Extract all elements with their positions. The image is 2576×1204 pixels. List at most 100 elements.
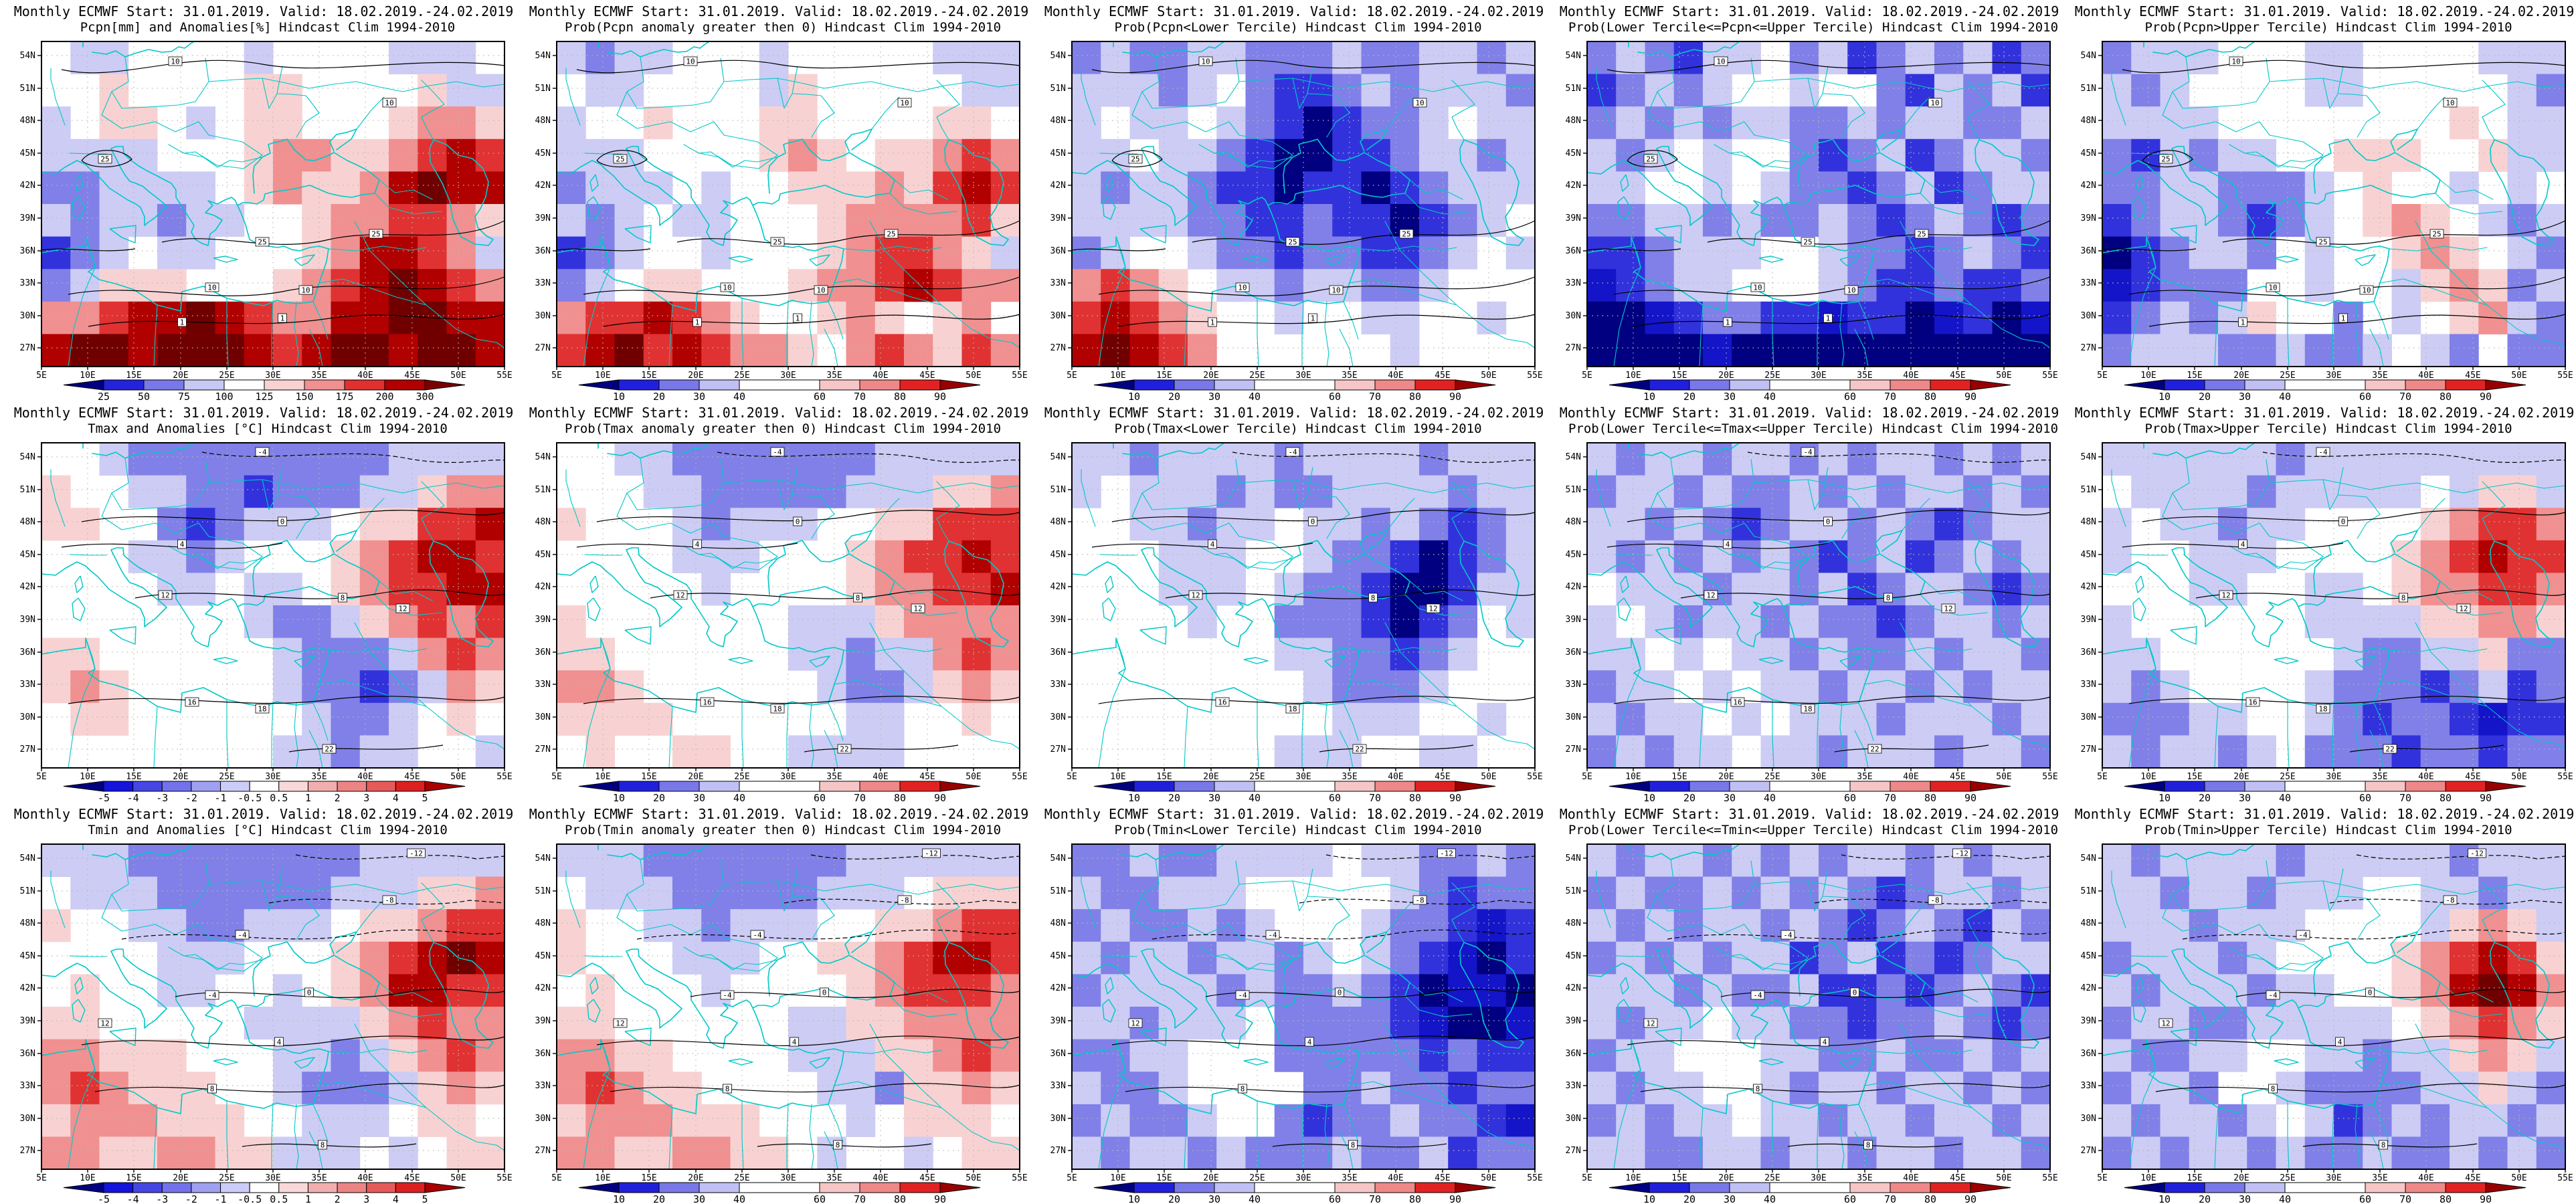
- contour-label-box: [1412, 98, 1427, 108]
- contour-label: 22: [1870, 745, 1879, 754]
- contour-label-box: [205, 990, 219, 1000]
- contour-label: 0: [2368, 989, 2373, 997]
- contour-label: -12: [2470, 849, 2484, 858]
- contour-labels: -12 -8 -4 0 -4 4 12 8 8: [1643, 848, 1971, 1150]
- colorbar-segment: [1374, 379, 1416, 391]
- colorbar-tick-label: 90: [2480, 391, 2492, 401]
- contour-labels: 10 10 25 25 25 10 10 1 1: [98, 56, 397, 327]
- contour-label-box: [1329, 285, 1344, 295]
- lat-tick-label: 27N: [20, 343, 35, 353]
- colorbar-arrow-left: [2124, 781, 2165, 792]
- lat-tick-label: 48N: [1566, 517, 1581, 527]
- colorbar-tick-label: 30: [1208, 391, 1220, 401]
- colorbar-segment: [366, 781, 396, 792]
- contour-label: 12: [100, 1019, 109, 1028]
- lon-tick-label: 45E: [919, 772, 935, 782]
- lon-axis: 5E 10E 15E 20E 25E 30E 35E 40E 45E 50E 55E: [1582, 768, 2058, 782]
- lon-tick-label: 15E: [641, 371, 656, 381]
- lat-tick-label: 39N: [1566, 1016, 1581, 1026]
- lat-tick-label: 48N: [1566, 918, 1581, 928]
- contour-label: 0: [796, 518, 800, 526]
- contour-label-box: [814, 285, 828, 295]
- map-r1c4: 10 10 25 25 25 10 10 1 1 54N 51N 48N 45N 42N 39N 36N 33N…: [1566, 41, 2058, 381]
- contour-label-box: [1188, 590, 1203, 600]
- lon-tick-label: 35E: [1857, 1173, 1872, 1183]
- lon-tick-label: 30E: [2326, 371, 2341, 381]
- lat-tick-label: 51N: [1566, 886, 1581, 896]
- lat-tick-label: 39N: [1566, 615, 1581, 625]
- lat-tick-label: 33N: [535, 278, 551, 288]
- contour-label-box: [683, 56, 698, 66]
- contour-label: -4: [1238, 991, 1247, 1000]
- contour-labels: 10 10 25 25 25 10 10 1 1: [1643, 56, 1942, 327]
- contour-label-box: [407, 848, 426, 858]
- contour-label-box: [177, 539, 187, 549]
- contour-label: 18: [1288, 705, 1297, 714]
- lon-axis: 5E 10E 15E 20E 25E 30E 35E 40E 45E 50E 55E: [1067, 1169, 1543, 1183]
- lat-tick-label: 54N: [1050, 854, 1066, 864]
- lon-tick-label: 50E: [1481, 1173, 1496, 1183]
- contour-label-box: [1750, 990, 1765, 1000]
- lon-tick-label: 45E: [404, 1173, 420, 1183]
- contour-label: 12: [2161, 1019, 2170, 1028]
- contour-label: 0: [1311, 518, 1315, 526]
- forecast-panel-r3c3: Monthly ECMWF Start: 31.01.2019. Valid: …: [1030, 803, 1546, 1204]
- contour-label-box: [1643, 1018, 1658, 1028]
- contour-label: -4: [1803, 448, 1813, 457]
- contour-label-box: [693, 539, 702, 549]
- lat-tick-label: 42N: [1050, 582, 1066, 592]
- lat-tick-label: 27N: [2081, 744, 2096, 755]
- contour-label-box: [1208, 539, 1217, 549]
- contour-label: -12: [1440, 849, 1453, 858]
- contour-label-box: [793, 516, 802, 526]
- colorbar-prob: 10 20 30 40 60 70 80 90: [2124, 379, 2526, 401]
- panel-svg-r1c4: Monthly ECMWF Start: 31.01.2019. Valid: …: [1560, 3, 2061, 401]
- lon-tick-label: 55E: [1012, 371, 1027, 381]
- colorbar-tick-label: 90: [2480, 792, 2492, 803]
- lon-tick-label: 25E: [2280, 1173, 2295, 1183]
- colorbar-tick-label: 80: [1924, 391, 1936, 401]
- colorbar-tick-label: 10: [1128, 792, 1140, 803]
- panel-subtitle: Prob(Tmax anomaly greater then 0) Hindca…: [565, 421, 1001, 436]
- lat-tick-label: 27N: [1050, 1146, 1066, 1156]
- lon-tick-label: 10E: [1110, 371, 1125, 381]
- contour-label: 0: [1853, 989, 1857, 997]
- contour-label-box: [1368, 593, 1378, 603]
- contour-label-box: [1399, 229, 1414, 239]
- contour-label: -12: [409, 849, 423, 858]
- contour-label-box: [1238, 1084, 1247, 1094]
- lat-tick-label: 54N: [1566, 51, 1581, 61]
- lat-tick-label: 30N: [1566, 712, 1581, 722]
- lon-tick-label: 25E: [1249, 772, 1265, 782]
- panel-svg-r3c4: Monthly ECMWF Start: 31.01.2019. Valid: …: [1560, 806, 2061, 1204]
- colorbar-segment: [2405, 1182, 2446, 1193]
- colorbar-arrow-right: [2485, 781, 2526, 792]
- contour-label: 12: [676, 591, 684, 600]
- colorbar-tick-label: 60: [1844, 1193, 1856, 1204]
- lon-tick-label: 40E: [357, 1173, 373, 1183]
- contour-label: 8: [1351, 1141, 1356, 1150]
- panel-title: Monthly ECMWF Start: 31.01.2019. Valid: …: [529, 3, 1030, 19]
- colorbar-pcpn: 25 50 75 100 125 150 175 200 300: [63, 379, 466, 401]
- contour-label-box: [2238, 317, 2247, 327]
- lat-tick-label: 42N: [20, 181, 35, 191]
- lat-tick-label: 42N: [2081, 582, 2096, 592]
- colorbar-tick-label: 40: [1249, 391, 1261, 401]
- colorbar-segment: [278, 1182, 308, 1193]
- colorbar-segment: [1414, 1182, 1456, 1193]
- contour-label-box: [185, 697, 199, 707]
- contour-label: 12: [1944, 605, 1952, 613]
- lat-axis: 54N 51N 48N 45N 42N 39N 36N 33N 30N 27N: [1050, 854, 1072, 1156]
- contour-label: 12: [398, 605, 407, 613]
- lon-tick-label: 15E: [641, 772, 656, 782]
- colorbar-tick-label: 70: [1884, 1193, 1896, 1204]
- lon-axis: 5E 10E 15E 20E 25E 30E 35E 40E 45E 50E 55E: [36, 768, 513, 782]
- lat-tick-label: 36N: [535, 246, 551, 256]
- forecast-panel-r2c5: Monthly ECMWF Start: 31.01.2019. Valid: …: [2061, 401, 2576, 803]
- lat-tick-label: 45N: [1566, 148, 1581, 159]
- lat-tick-label: 51N: [1566, 485, 1581, 495]
- lat-tick-label: 36N: [2081, 1049, 2096, 1059]
- colorbar-segment: [1254, 379, 1336, 391]
- lat-tick-label: 33N: [1566, 1081, 1581, 1091]
- lon-axis: 5E 10E 15E 20E 25E 30E 35E 40E 45E 50E 55E: [551, 367, 1028, 381]
